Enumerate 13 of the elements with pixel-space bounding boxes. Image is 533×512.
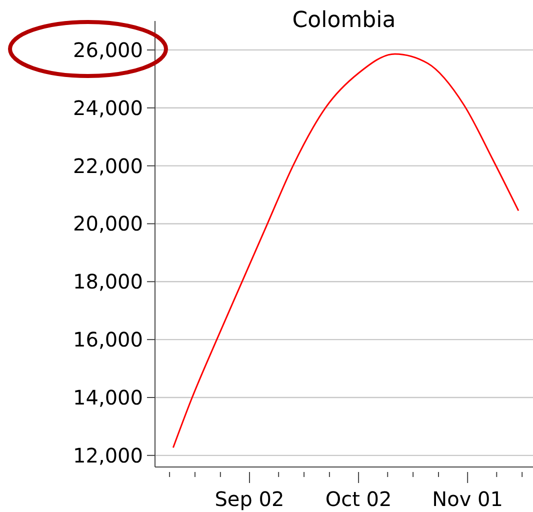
y-tick-label: 14,000 bbox=[73, 385, 143, 410]
chart-title: Colombia bbox=[292, 8, 396, 33]
y-tick-label: 12,000 bbox=[73, 443, 143, 468]
x-tick-label: Sep 02 bbox=[214, 487, 284, 511]
y-tick-label: 20,000 bbox=[73, 212, 143, 236]
y-tick-label: 26,000 bbox=[73, 38, 143, 62]
y-tick-label: 24,000 bbox=[73, 96, 143, 120]
y-tick-label: 22,000 bbox=[73, 154, 143, 178]
x-tick-label: Oct 02 bbox=[325, 487, 392, 511]
x-tick-label: Nov 01 bbox=[432, 487, 503, 511]
line-series bbox=[172, 53, 520, 448]
y-tick-label: 16,000 bbox=[73, 328, 143, 352]
y-tick-label: 18,000 bbox=[73, 270, 143, 294]
